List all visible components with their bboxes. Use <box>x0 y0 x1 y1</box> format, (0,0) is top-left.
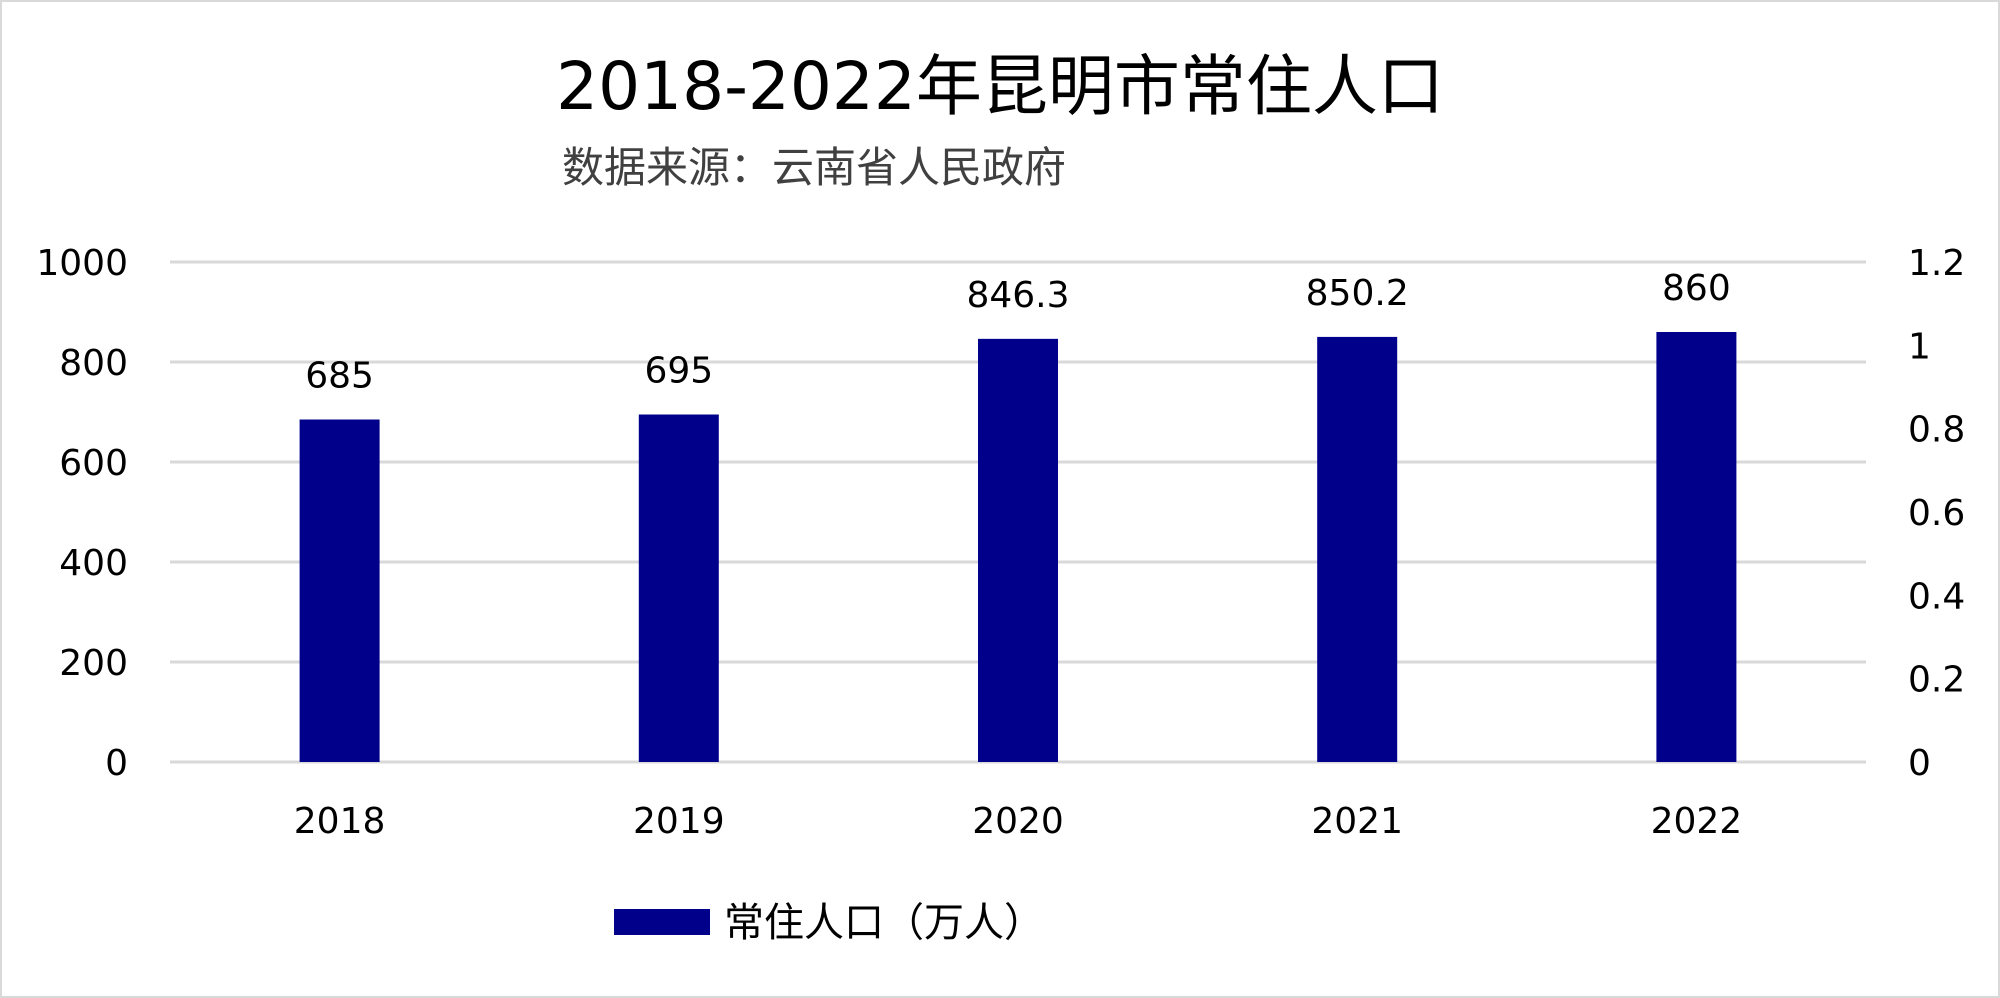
legend-label: 常住人口（万人） <box>724 900 1044 946</box>
right-axis-tick-label: 1.2 <box>1908 243 1965 284</box>
data-label-2022: 860 <box>1662 268 1731 309</box>
bar-2021 <box>1317 337 1397 762</box>
bar-2022 <box>1656 332 1736 762</box>
legend: 常住人口（万人） <box>614 900 1044 946</box>
x-axis-tick-label: 2021 <box>1311 801 1403 842</box>
right-axis-tick-label: 0.8 <box>1908 410 1965 451</box>
x-axis-tick-label: 2020 <box>972 801 1064 842</box>
right-axis-tick-label: 0.6 <box>1908 493 1965 534</box>
x-axis-tick-label: 2022 <box>1651 801 1743 842</box>
x-axis-ticks: 2018 2019 2020 2021 2022 <box>294 801 1742 842</box>
left-axis-tick-label: 400 <box>59 543 128 584</box>
right-axis-tick-label: 1 <box>1908 326 1931 367</box>
data-label-2021: 850.2 <box>1306 273 1409 314</box>
left-axis-tick-label: 800 <box>59 343 128 384</box>
data-label-2018: 685 <box>305 356 374 397</box>
right-axis-tick-label: 0 <box>1908 743 1931 784</box>
right-axis-tick-label: 0.2 <box>1908 660 1965 701</box>
x-axis-tick-label: 2019 <box>633 801 725 842</box>
left-axis-tick-label: 200 <box>59 643 128 684</box>
right-axis-ticks: 0 0.2 0.4 0.6 0.8 1 1.2 <box>1908 243 1965 784</box>
left-axis-tick-label: 1000 <box>36 243 128 284</box>
legend-swatch <box>614 909 710 935</box>
left-axis-tick-label: 600 <box>59 443 128 484</box>
bars <box>300 332 1737 762</box>
bar-2018 <box>300 420 380 763</box>
left-axis-ticks: 0 200 400 600 800 1000 <box>36 243 128 784</box>
bar-2019 <box>639 415 719 763</box>
data-label-2019: 695 <box>644 351 713 392</box>
bar-2020 <box>978 339 1058 762</box>
left-axis-tick-label: 0 <box>105 743 128 784</box>
x-axis-tick-label: 2018 <box>294 801 386 842</box>
right-axis-tick-label: 0.4 <box>1908 576 1965 617</box>
data-label-2020: 846.3 <box>966 275 1069 316</box>
